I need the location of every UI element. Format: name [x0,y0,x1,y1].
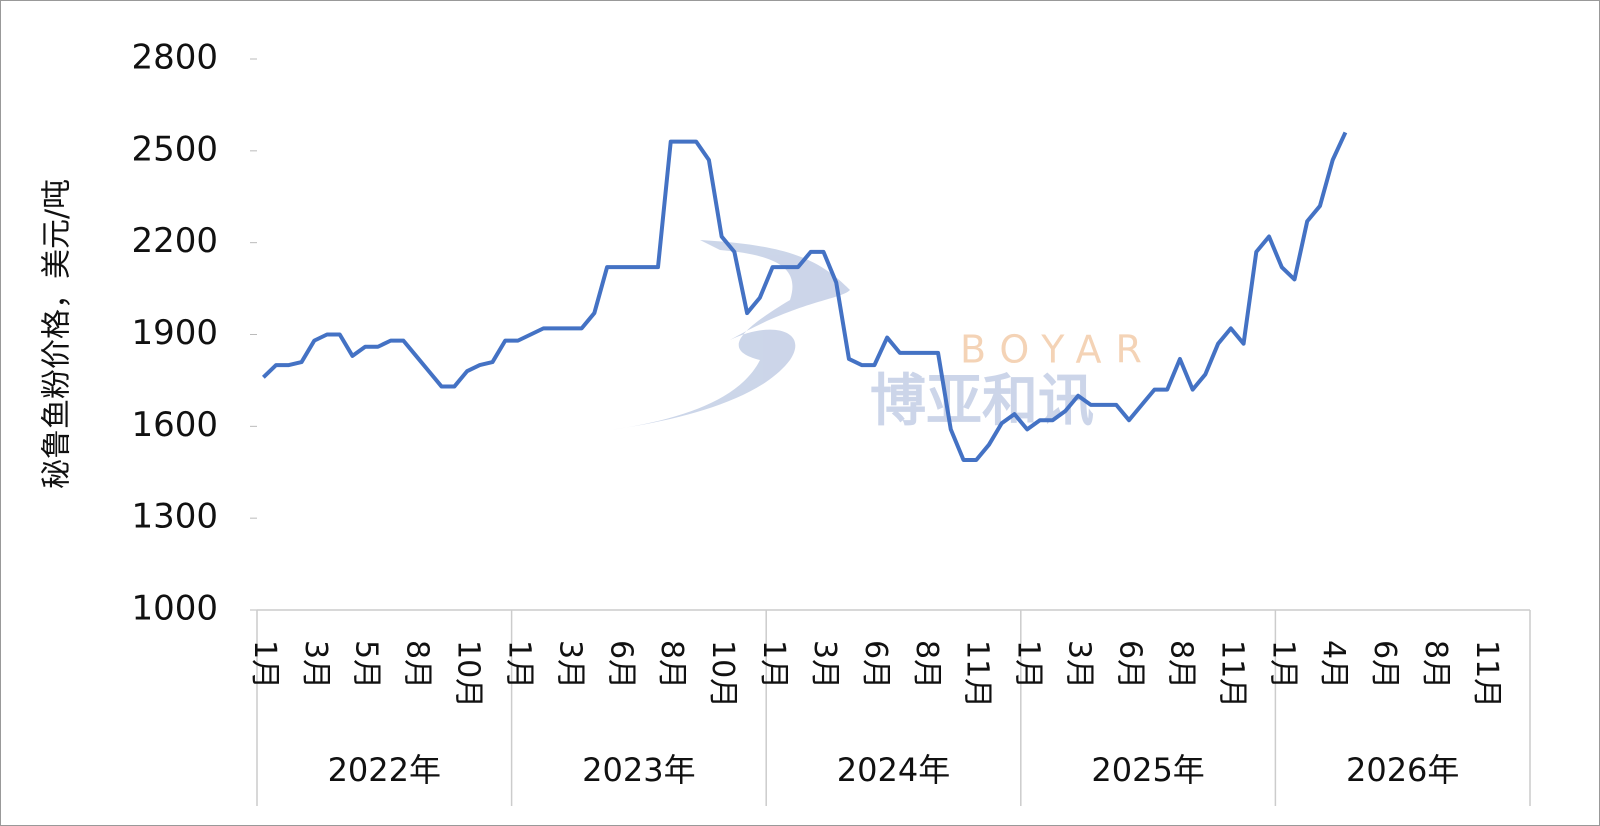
y-tick-label: 2500 [131,129,218,169]
x-tick-label: 3月 [298,640,333,689]
group-label: 2022年 [328,751,441,789]
x-tick-label: 8月 [1418,640,1453,689]
x-tick-label: 3月 [807,640,842,689]
x-tick-label: 6月 [858,640,893,689]
x-tick-label: 10月 [705,640,740,708]
x-tick-label: 6月 [603,640,638,689]
group-label: 2025年 [1091,751,1204,789]
y-tick-label: 2800 [131,38,218,78]
y-tick-label: 2200 [131,221,218,261]
x-tick-label: 8月 [654,640,689,689]
x-tick-label: 1月 [1011,640,1046,689]
x-tick-label: 6月 [1113,640,1148,689]
y-axis-label: 秘鲁鱼粉价格，美元/吨 [40,179,75,489]
group-label: 2024年 [837,751,950,789]
x-tick-label: 1月 [1265,640,1300,689]
x-tick-label: 1月 [501,640,536,689]
x-tick-label: 10月 [451,640,486,708]
watermark-chinese: 博亚和讯 [870,369,1094,434]
x-tick-label: 4月 [1316,640,1351,689]
x-tick-label: 5月 [349,640,384,689]
x-tick-label: 3月 [1062,640,1097,689]
watermark-latin: BOYAR [960,328,1156,372]
x-tick-label: 11月 [960,640,995,708]
x-tick-label: 3月 [552,640,587,689]
group-label: 2023年 [582,751,695,789]
x-tick-label: 8月 [909,640,944,689]
x-tick-label: 1月 [756,640,791,689]
y-tick-label: 1600 [131,405,218,445]
price-line [261,131,1348,463]
x-tick-label: 11月 [1214,640,1249,708]
y-tick-label: 1000 [131,589,218,629]
x-tick-label: 1月 [247,640,282,689]
x-tick-label: 8月 [1163,640,1198,689]
y-tick-label: 1900 [131,313,218,353]
watermark: BOYAR 博亚和讯 [610,240,1156,434]
group-label: 2026年 [1346,751,1459,789]
x-tick-label: 11月 [1469,640,1504,708]
x-tick-label: 6月 [1367,640,1402,689]
x-tick-label: 8月 [400,640,435,689]
y-tick-label: 1300 [131,497,218,537]
